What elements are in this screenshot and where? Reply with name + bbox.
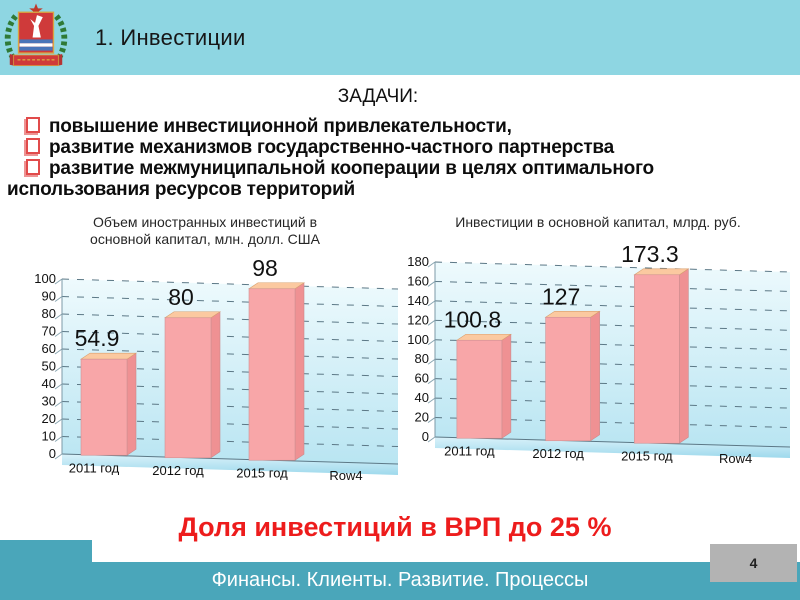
bar-value-label: 100.8 — [444, 306, 502, 332]
plot-floor — [435, 437, 790, 458]
list-item: повышение инвестиционной привлекательнос… — [7, 116, 747, 137]
chart-title: Объем иностранных инвестиций в основной … — [90, 214, 320, 247]
ytick-label: 0 — [422, 429, 429, 444]
list-item: развитие межмуниципальной кооперации в ц… — [7, 158, 747, 200]
category-label: 2012 год — [152, 463, 204, 478]
category-label: Row4 — [719, 451, 752, 466]
ytick-label: 100 — [407, 332, 429, 347]
category-label: 2015 год — [621, 448, 673, 463]
chart-bar — [456, 339, 503, 439]
bar-value-label: 127 — [542, 283, 580, 309]
chart-bar — [248, 288, 296, 461]
ytick-label: 60 — [415, 371, 429, 386]
task-text: развитие механизмов государственно-частн… — [49, 137, 615, 158]
ytick-label: 90 — [42, 289, 56, 304]
square-bullet-icon — [26, 159, 40, 175]
task-text: развитие межмуниципальной кооперации в ц… — [7, 158, 654, 200]
ytick-label: 50 — [42, 359, 56, 374]
ytick-label: 100 — [34, 271, 56, 286]
square-bullet-icon — [26, 117, 40, 133]
chart-foreign-investments: Объем иностранных инвестиций в основной … — [8, 214, 402, 499]
bar-value-label: 80 — [168, 284, 194, 310]
bar-chart-fixed-capital: 0 20 40 60 80 100 120 140 160 180 100.8 2011 год 127… — [407, 241, 791, 466]
bar-value-label: 173.3 — [621, 241, 679, 267]
ytick-label: 40 — [415, 390, 429, 405]
category-label: 2012 год — [532, 446, 584, 461]
ytick-label: 70 — [42, 324, 56, 339]
ytick-label: 80 — [42, 306, 56, 321]
task-text: повышение инвестиционной привлекательнос… — [49, 116, 512, 137]
ytick-label: 10 — [42, 429, 56, 444]
statue-icon — [30, 15, 43, 38]
slide-header: 1. Инвестиции — [0, 0, 800, 75]
ytick-label: 80 — [415, 351, 429, 366]
square-bullet-icon — [26, 138, 40, 154]
footer-text: Финансы. Клиенты. Развитие. Процессы — [211, 569, 589, 591]
category-label: 2011 год — [69, 460, 120, 475]
chart-bar — [634, 274, 680, 444]
ytick-label: 20 — [415, 410, 429, 425]
ytick-label: 20 — [42, 411, 56, 426]
chart-title: Инвестиции в основной капитал, млрд. руб… — [455, 214, 741, 230]
chart-bar — [80, 358, 128, 456]
ytick-label: 140 — [407, 293, 429, 308]
page-title: 1. Инвестиции — [95, 25, 246, 50]
plot-wall — [435, 262, 790, 447]
ytick-label: 120 — [407, 312, 429, 327]
plot-floor — [62, 454, 398, 475]
bar-chart-foreign-investments: 0 10 20 30 40 50 60 70 80 90 100 54.9 2011 год 80 2012… — [34, 255, 399, 483]
ytick-label: 60 — [42, 341, 56, 356]
category-label: 2011 год — [444, 443, 495, 458]
tasks-list: повышение инвестиционной привлекательнос… — [7, 116, 747, 200]
page-number-badge: 4 — [710, 544, 797, 582]
category-label: 2015 год — [236, 465, 288, 480]
bar-value-label: 98 — [252, 255, 278, 281]
list-item: развитие механизмов государственно-частн… — [7, 137, 747, 158]
ytick-label: 40 — [42, 376, 56, 391]
tasks-heading: ЗАДАЧИ: — [337, 86, 419, 107]
ytick-label: 30 — [42, 394, 56, 409]
ytick-label: 160 — [407, 273, 429, 288]
highlight-text: Доля инвестиций в ВРП до 25 % — [178, 512, 612, 542]
category-label: Row4 — [329, 468, 362, 483]
slide-footer: Финансы. Клиенты. Развитие. Процессы — [0, 562, 800, 600]
coat-of-arms-logo — [4, 3, 68, 67]
chart-bar — [545, 316, 591, 442]
ytick-label: 0 — [49, 446, 56, 461]
ytick-label: 180 — [407, 254, 429, 269]
chart-fixed-capital-investments: Инвестиции в основной капитал, млрд. руб… — [402, 214, 794, 482]
bar-value-label: 54.9 — [75, 325, 120, 351]
chart-bar — [164, 317, 212, 459]
